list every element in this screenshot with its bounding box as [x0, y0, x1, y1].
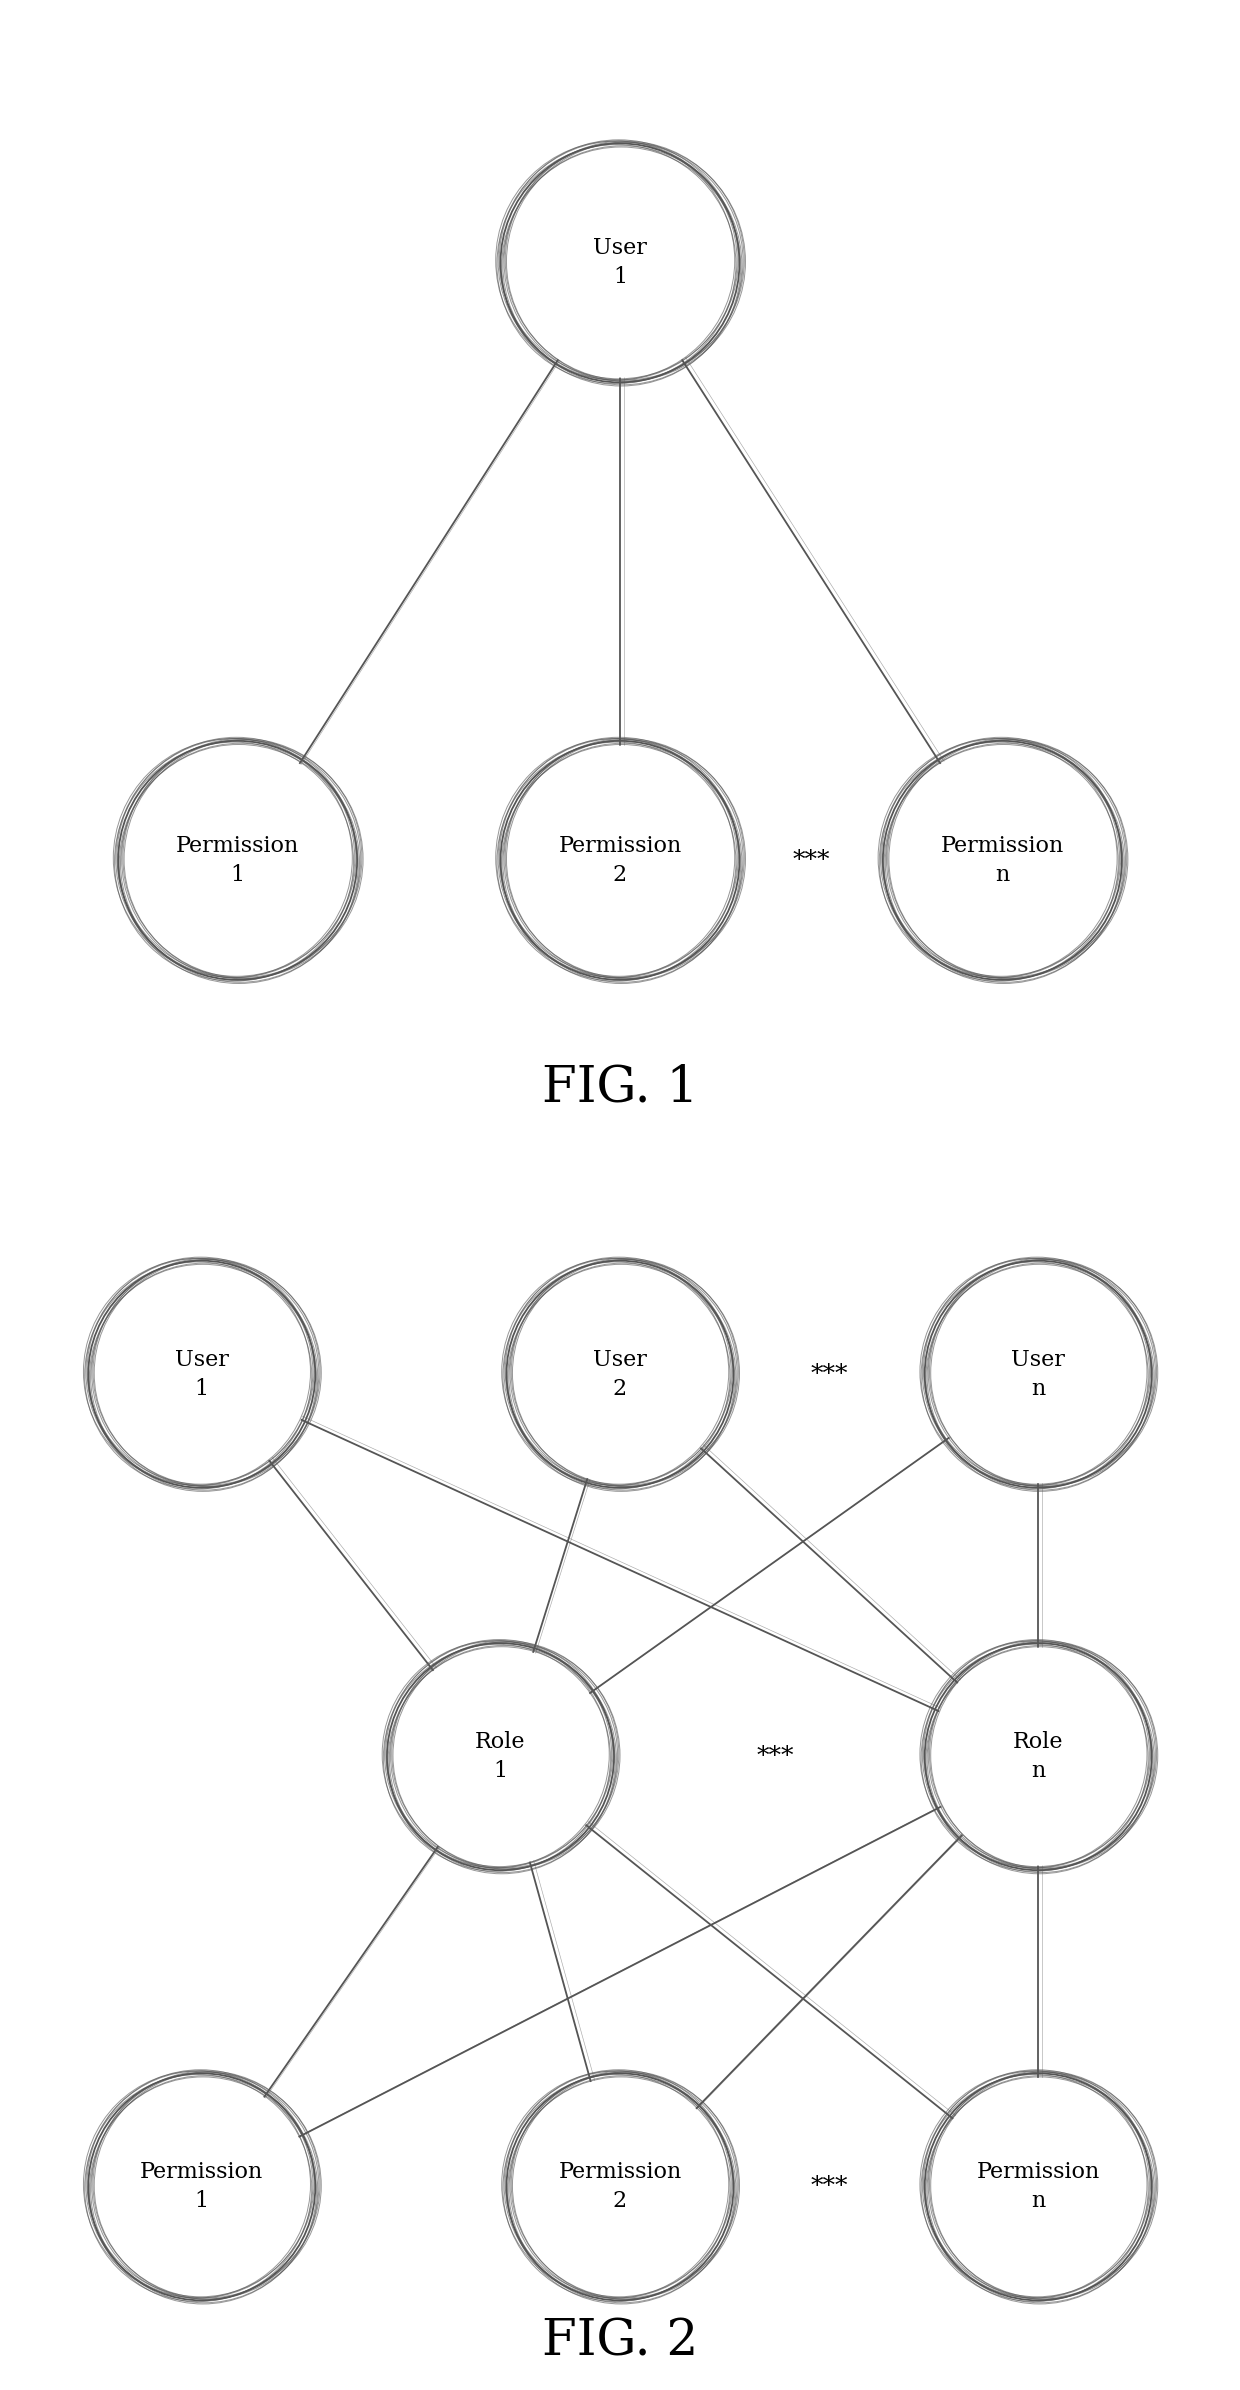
Circle shape [888, 746, 1117, 975]
Text: ***: *** [811, 2175, 848, 2199]
Text: FIG. 1: FIG. 1 [542, 1064, 698, 1111]
Circle shape [505, 148, 735, 378]
Circle shape [93, 2077, 311, 2297]
Circle shape [929, 2077, 1147, 2297]
Text: Role
n: Role n [1013, 1730, 1064, 1783]
Circle shape [123, 746, 352, 975]
Text: User
2: User 2 [593, 1348, 647, 1401]
Circle shape [392, 1647, 610, 1867]
Text: User
1: User 1 [593, 237, 647, 289]
Text: ***: *** [811, 1362, 848, 1386]
Text: Permission
2: Permission 2 [558, 2161, 682, 2213]
Text: Role
1: Role 1 [475, 1730, 526, 1783]
Circle shape [511, 2077, 729, 2297]
Text: ***: *** [756, 1745, 794, 1769]
Circle shape [93, 1264, 311, 1484]
Circle shape [511, 1264, 729, 1484]
Circle shape [929, 1647, 1147, 1867]
Text: FIG. 2: FIG. 2 [542, 2318, 698, 2366]
Text: ***: *** [792, 848, 830, 872]
Circle shape [505, 746, 735, 975]
Text: User
1: User 1 [175, 1348, 228, 1401]
Text: Permission
2: Permission 2 [558, 834, 682, 887]
Text: Permission
1: Permission 1 [140, 2161, 263, 2213]
Circle shape [929, 1264, 1147, 1484]
Text: Permission
n: Permission n [977, 2161, 1100, 2213]
Text: User
n: User n [1012, 1348, 1065, 1401]
Text: Permission
n: Permission n [941, 834, 1064, 887]
Text: Permission
1: Permission 1 [176, 834, 299, 887]
